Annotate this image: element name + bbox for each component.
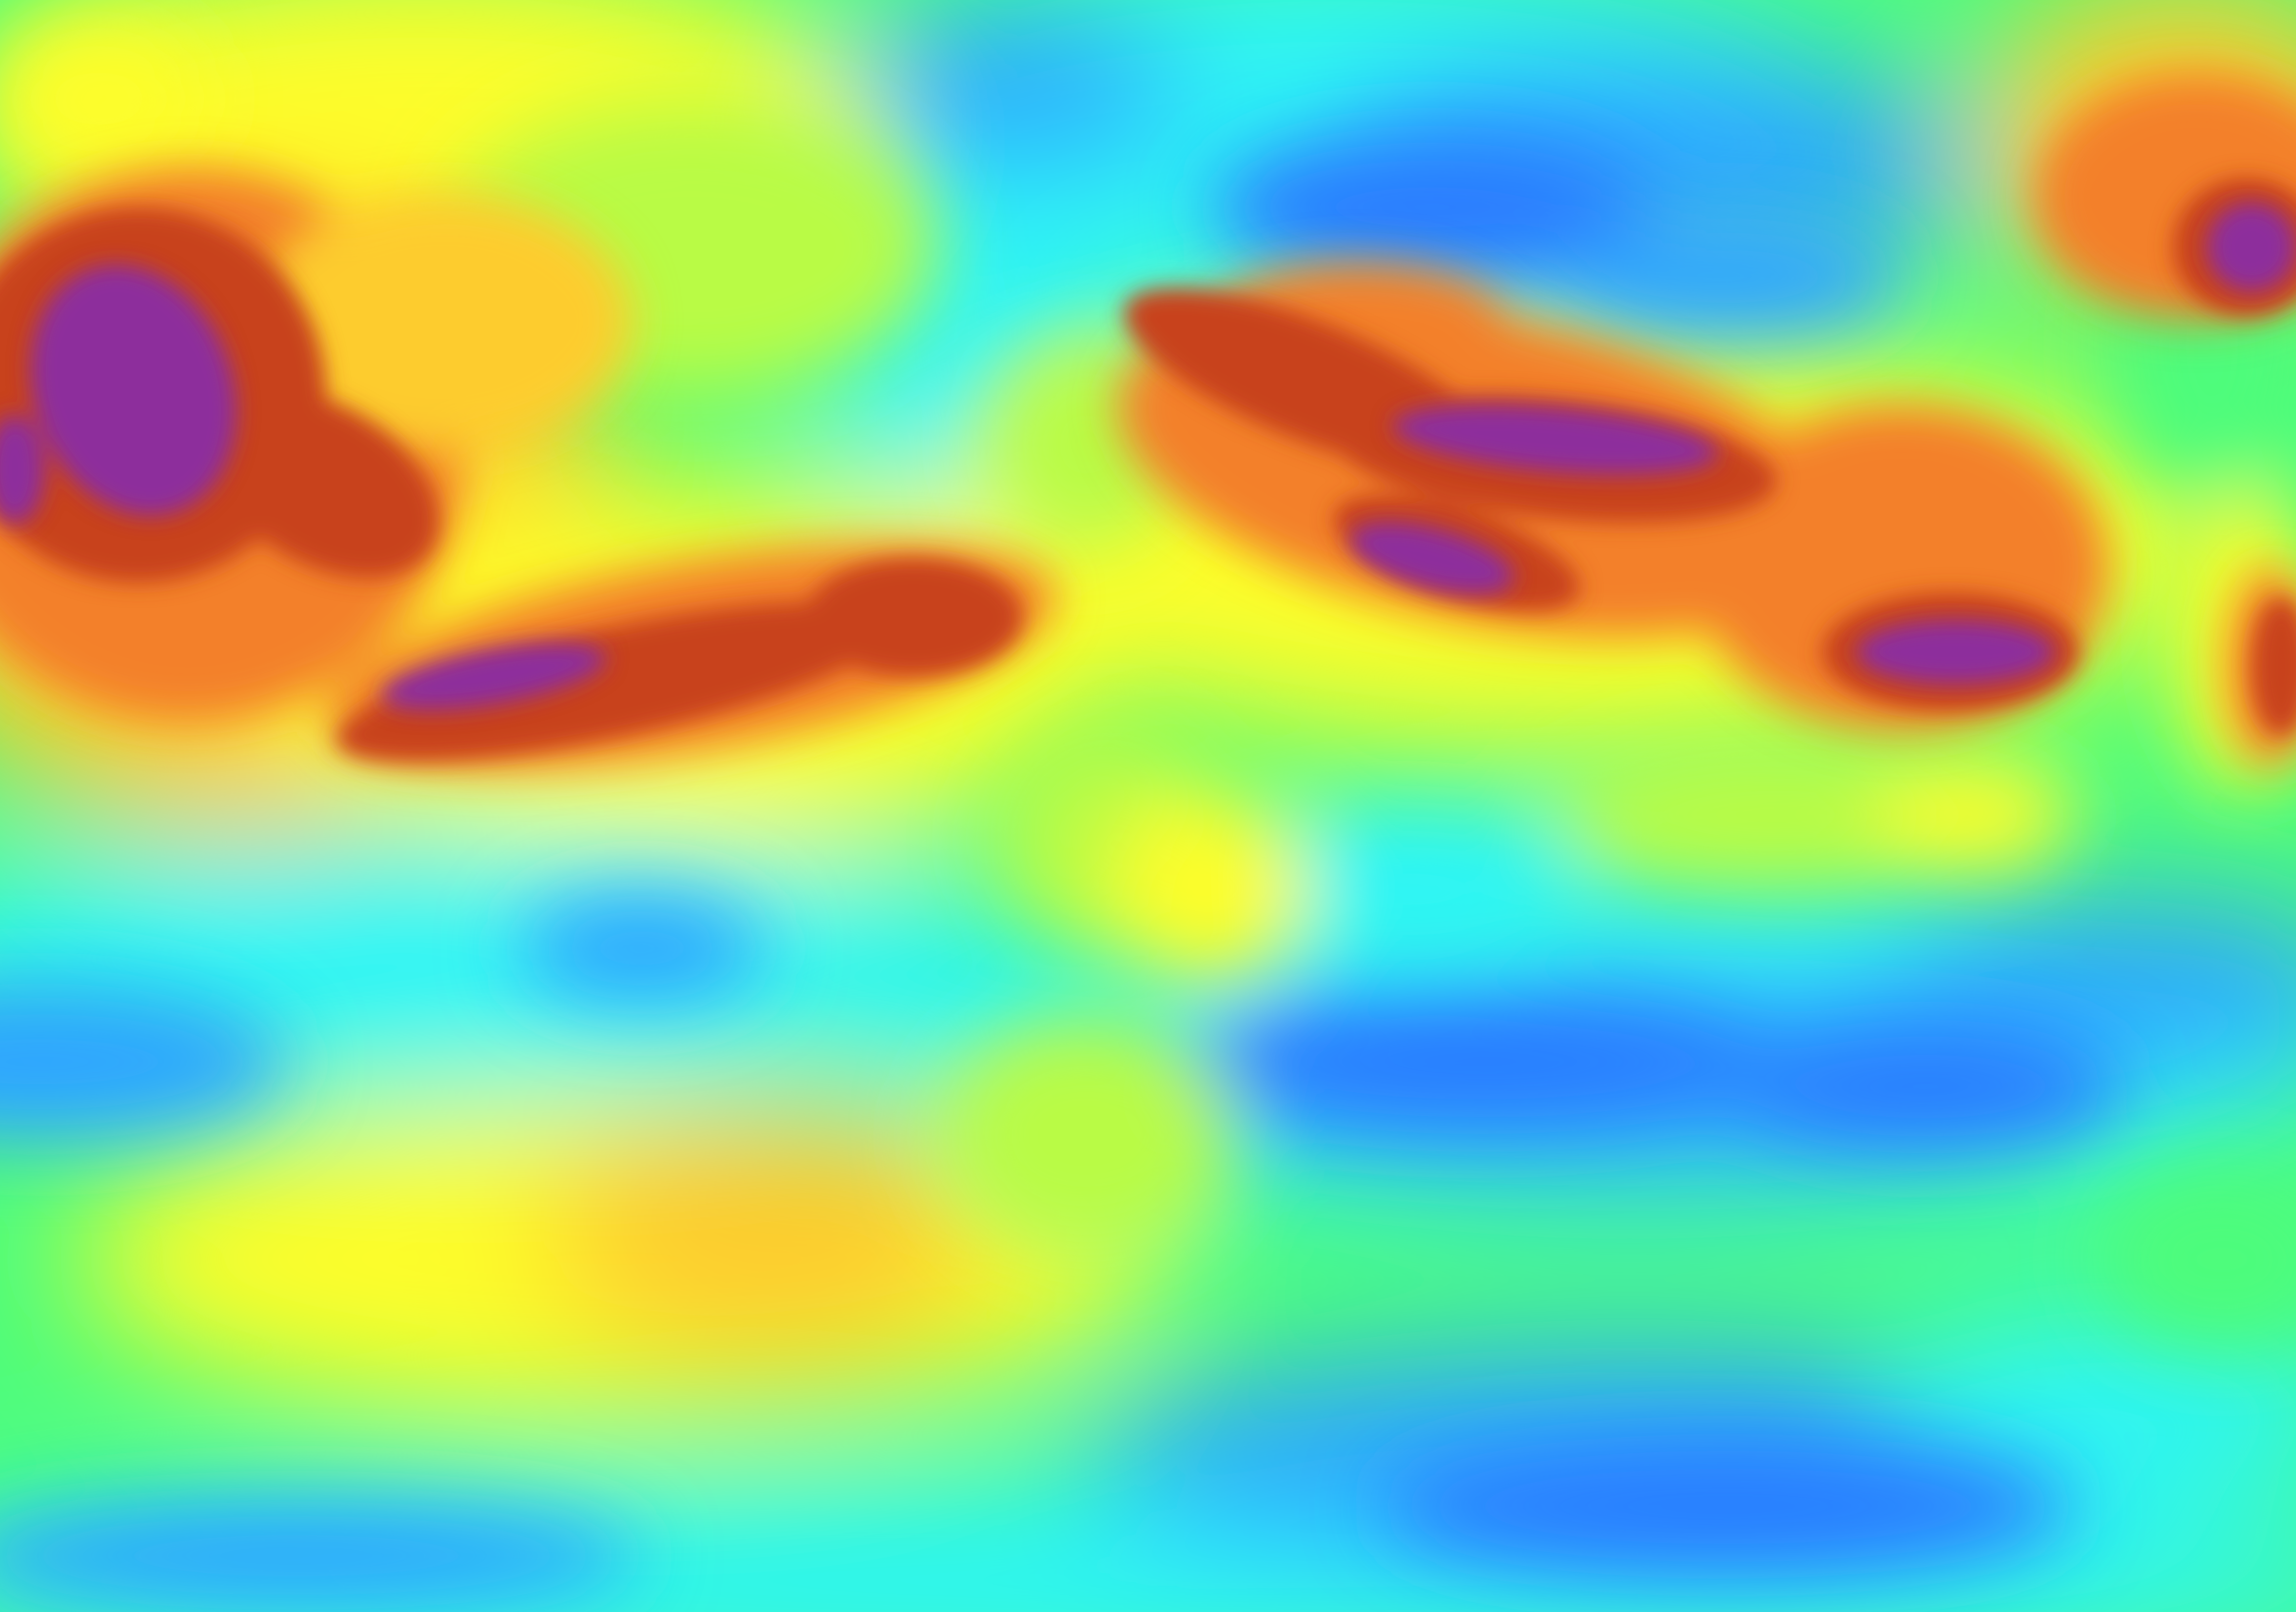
heatmap-raster[interactable] (0, 0, 2296, 1612)
heatmap-map[interactable] (0, 0, 2296, 1612)
